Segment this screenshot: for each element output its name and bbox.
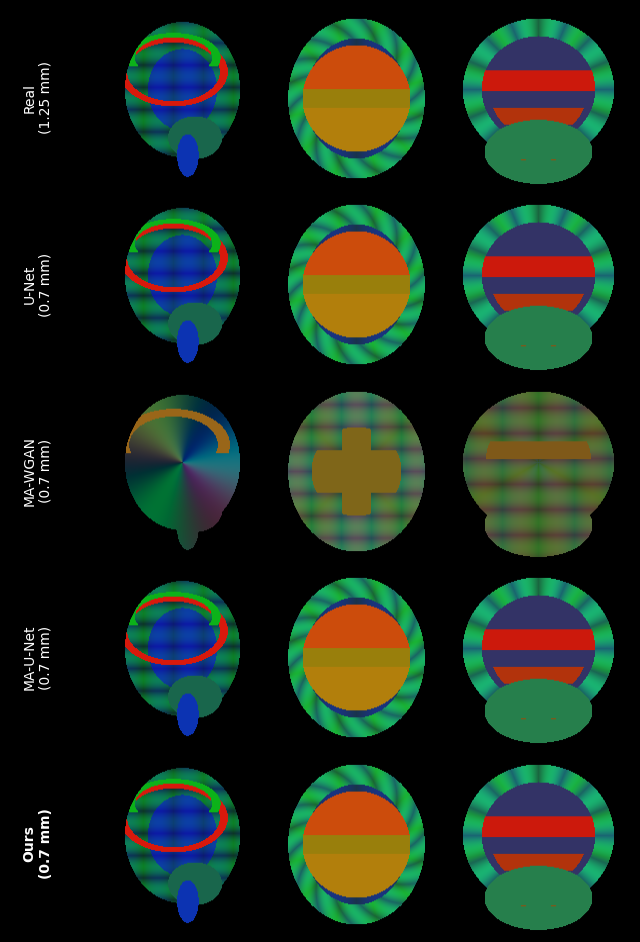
Text: Ours
(0.7 mm): Ours (0.7 mm) <box>22 808 52 880</box>
Text: U-Net
(0.7 mm): U-Net (0.7 mm) <box>22 252 52 317</box>
Text: Real
(1.25 mm): Real (1.25 mm) <box>22 61 52 135</box>
Text: MA-U-Net
(0.7 mm): MA-U-Net (0.7 mm) <box>22 625 52 690</box>
Text: MA-WGAN
(0.7 mm): MA-WGAN (0.7 mm) <box>22 436 52 506</box>
